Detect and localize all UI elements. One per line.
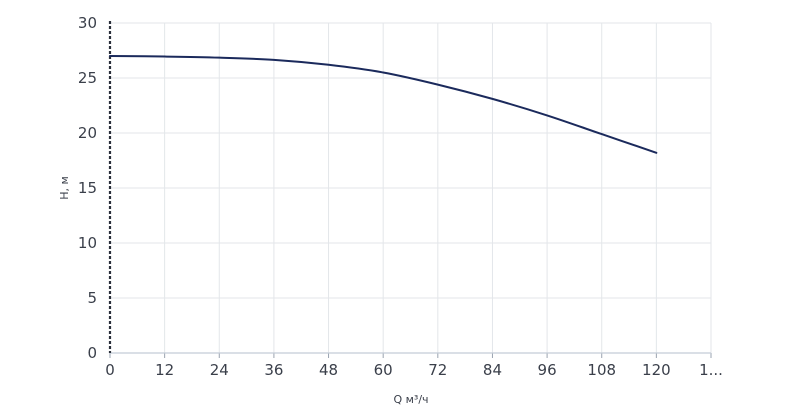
x-tick-label: 48 — [319, 361, 338, 379]
series — [109, 55, 658, 154]
axes — [108, 21, 712, 358]
x-tick-label: 36 — [264, 361, 283, 379]
y-tick-label: 20 — [78, 124, 97, 142]
grid — [110, 22, 712, 353]
series-line — [109, 55, 658, 154]
x-tick-label: 108 — [587, 361, 616, 379]
y-axis-label: H, м — [58, 176, 71, 200]
x-axis-label: Q м³/ч — [393, 393, 428, 406]
x-tick-label: 24 — [210, 361, 229, 379]
y-tick-label: 5 — [87, 289, 97, 307]
x-tick-label: 0 — [105, 361, 115, 379]
x-tick-label: 96 — [538, 361, 557, 379]
y-tick-label: 30 — [78, 14, 97, 32]
x-tick-label: 84 — [483, 361, 502, 379]
x-tick-label: 72 — [428, 361, 447, 379]
y-tick-label: 10 — [78, 234, 97, 252]
tick-labels: 0 12 24 36 48 60 72 84 96 108 120 1... 0 5 10 15 20 25 30 — [78, 14, 723, 379]
y-tick-label: 25 — [78, 69, 97, 87]
y-tick-label: 0 — [87, 344, 97, 362]
x-tick-label: 60 — [374, 361, 393, 379]
y-tick-label: 15 — [78, 179, 97, 197]
x-tick-label: 12 — [155, 361, 174, 379]
x-tick-label: 1... — [699, 361, 723, 379]
x-tick-label: 120 — [642, 361, 671, 379]
